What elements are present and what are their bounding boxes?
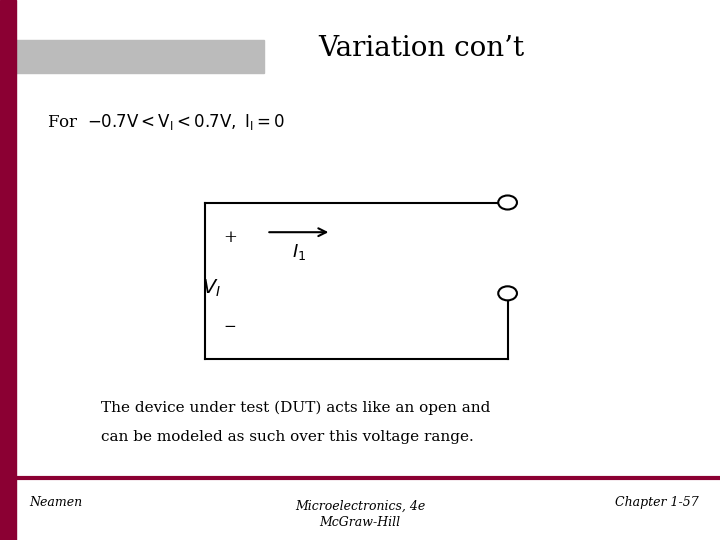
Text: Chapter 1-57: Chapter 1-57 — [615, 496, 698, 509]
Text: For  $-0.7\rm{V} < V_I < 0.7\rm{V},\ I_I = 0$: For $-0.7\rm{V} < V_I < 0.7\rm{V},\ I_I … — [47, 111, 285, 132]
Text: $I_1$: $I_1$ — [292, 242, 306, 262]
Text: Microelectronics, 4e: Microelectronics, 4e — [295, 500, 425, 512]
Text: $V_I$: $V_I$ — [202, 278, 220, 299]
Text: McGraw-Hill: McGraw-Hill — [320, 516, 400, 529]
Bar — [16, 40, 264, 73]
Text: The device under test (DUT) acts like an open and: The device under test (DUT) acts like an… — [101, 401, 490, 415]
Text: Neamen: Neamen — [29, 496, 82, 509]
Text: can be modeled as such over this voltage range.: can be modeled as such over this voltage… — [101, 430, 474, 444]
Circle shape — [498, 195, 517, 210]
Circle shape — [498, 286, 517, 300]
Text: −: − — [223, 320, 236, 334]
Text: Variation con’t: Variation con’t — [318, 35, 524, 62]
Bar — [0, 0, 16, 540]
Text: +: + — [223, 230, 237, 246]
